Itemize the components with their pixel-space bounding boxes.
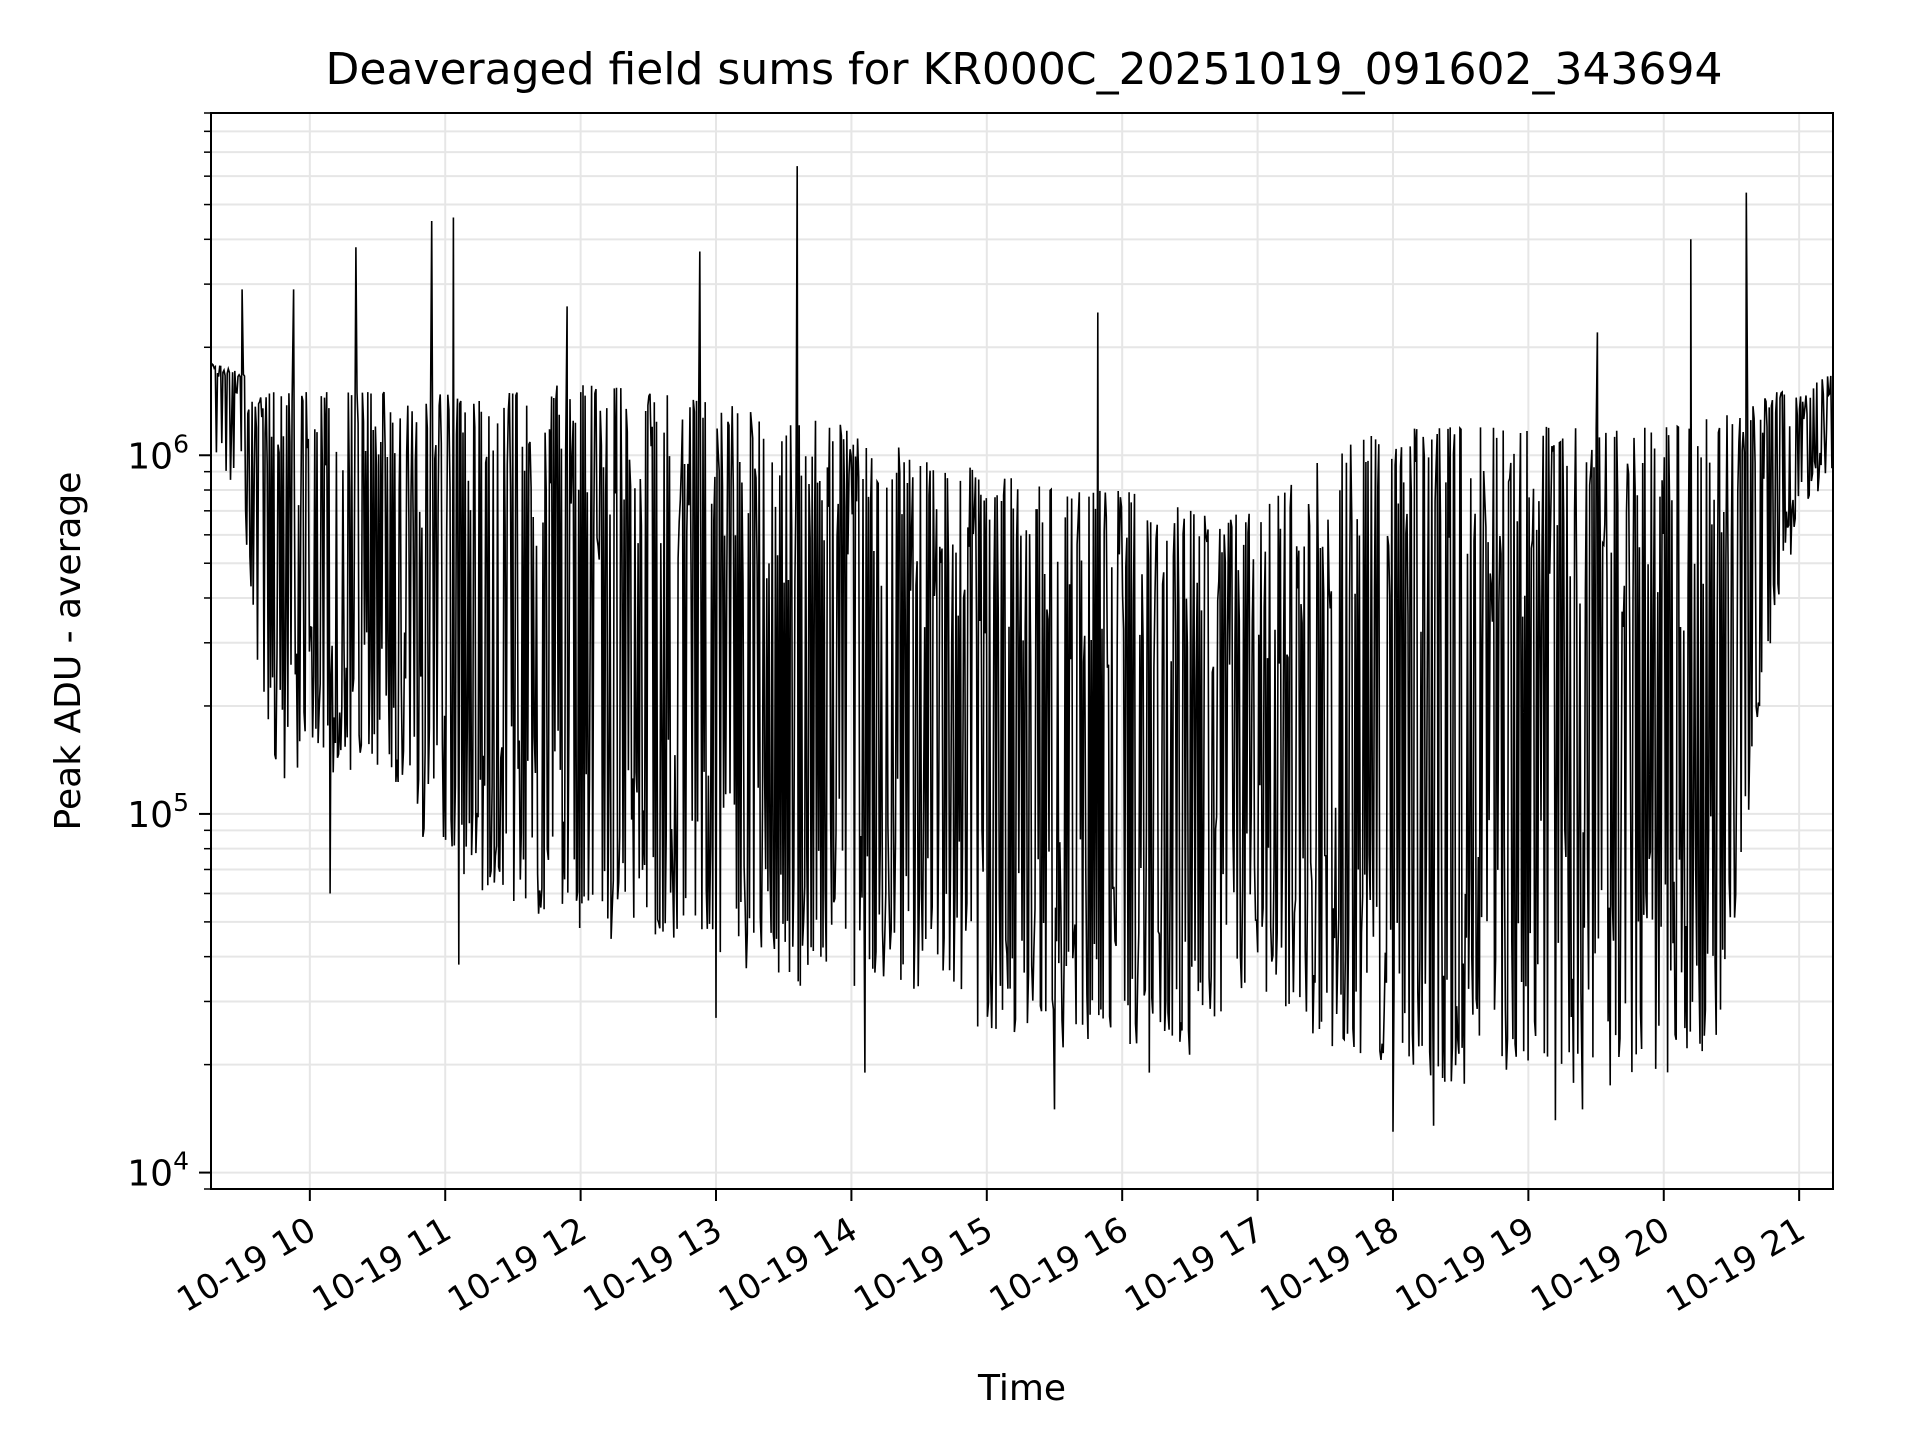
y-tick-label: 105 bbox=[127, 788, 189, 836]
plot-frame bbox=[210, 112, 1834, 1190]
x-axis-label: Time bbox=[977, 1368, 1066, 1409]
y-axis-label: Peak ADU - average bbox=[48, 472, 89, 831]
y-axis-ticks: 104 105 106 bbox=[127, 112, 211, 1195]
y-tick-label: 106 bbox=[127, 429, 189, 477]
chart-title: Deaveraged field sums for KR000C_2025101… bbox=[326, 44, 1723, 95]
data-series bbox=[210, 166, 1834, 1132]
series-line bbox=[210, 166, 1834, 1132]
y-tick-label: 104 bbox=[127, 1147, 189, 1195]
